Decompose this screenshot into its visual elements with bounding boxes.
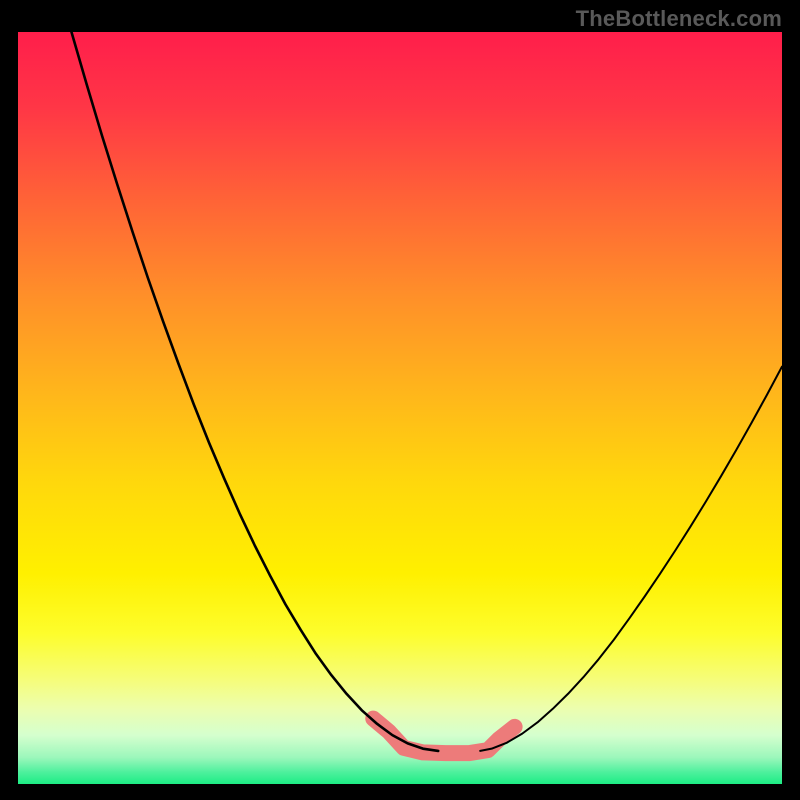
curve-layer [18, 32, 782, 784]
chart-frame: TheBottleneck.com [0, 0, 800, 800]
right-curve [480, 367, 782, 751]
left-curve [71, 32, 438, 751]
watermark-text: TheBottleneck.com [576, 6, 782, 32]
plot-area [18, 32, 782, 784]
